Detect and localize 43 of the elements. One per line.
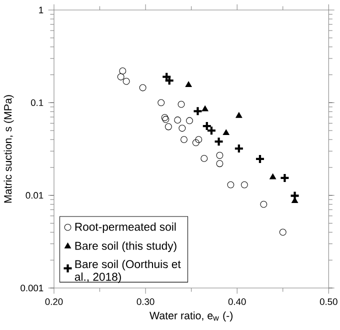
point bbox=[202, 105, 208, 112]
point bbox=[280, 172, 290, 184]
y-tick-label: 0.01 bbox=[26, 192, 44, 199]
point bbox=[164, 123, 172, 130]
x-tick-label: 0.30 bbox=[136, 298, 154, 305]
x-tick-label: 0.40 bbox=[228, 298, 246, 305]
point bbox=[122, 78, 130, 85]
point bbox=[192, 139, 200, 146]
x-axis-title: Water ratio, e$_{w}$ (-) bbox=[150, 311, 233, 322]
y-tick-label: 0.001 bbox=[20, 284, 44, 292]
point bbox=[236, 112, 242, 118]
point bbox=[254, 154, 266, 164]
x-tick-label: 0.20 bbox=[45, 298, 63, 305]
y-axis-title: Matric suction, s (MPa) bbox=[4, 95, 14, 203]
point bbox=[139, 84, 146, 92]
point bbox=[180, 136, 188, 144]
legend-label: Root-permeated soil bbox=[75, 222, 176, 234]
y-tick-label: 1 bbox=[39, 6, 44, 14]
x-tick-label: 0.50 bbox=[320, 298, 338, 305]
point bbox=[234, 143, 244, 154]
legend-label: Bare soil (this study) bbox=[75, 241, 176, 252]
point bbox=[186, 117, 193, 124]
point bbox=[279, 228, 286, 236]
point bbox=[270, 173, 276, 180]
point bbox=[227, 181, 234, 188]
point bbox=[119, 67, 126, 74]
point bbox=[158, 99, 165, 106]
point bbox=[178, 124, 186, 132]
point bbox=[192, 106, 203, 116]
y-tick-label: 0.1 bbox=[30, 99, 44, 106]
point bbox=[174, 116, 182, 124]
point bbox=[178, 100, 185, 108]
point bbox=[214, 136, 224, 147]
point bbox=[200, 154, 208, 162]
point bbox=[216, 160, 224, 168]
point bbox=[240, 181, 248, 188]
point bbox=[222, 129, 230, 136]
point bbox=[260, 200, 268, 208]
point bbox=[117, 73, 124, 80]
point bbox=[195, 136, 202, 144]
point bbox=[185, 81, 192, 88]
legend-label: Bare soil (Oorthuis et al., 2018) bbox=[74, 260, 181, 284]
point bbox=[216, 152, 224, 159]
